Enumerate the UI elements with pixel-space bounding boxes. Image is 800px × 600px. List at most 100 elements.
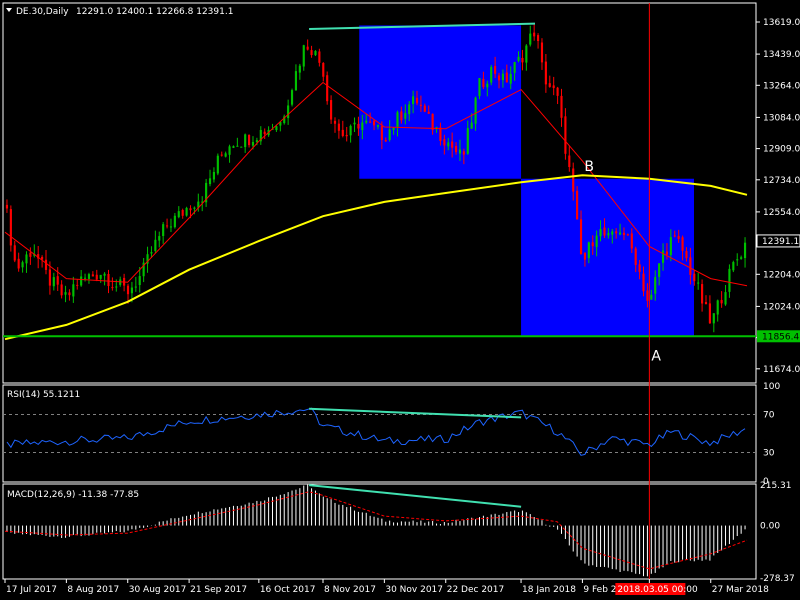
price-tick-label: 13439.0 [763, 50, 800, 60]
candle-body [115, 286, 118, 288]
candle-body [376, 124, 380, 127]
candle-body [326, 75, 329, 102]
price-tick-label: 12909.0 [763, 145, 800, 155]
candle-body [29, 252, 32, 257]
axis-labels: 13619.0 13439.0 13264.0 13084.0 12909.0 12734… [4, 18, 800, 595]
menu-triangle-icon[interactable] [6, 8, 12, 12]
candle-body [212, 171, 216, 180]
candle-body [240, 146, 243, 148]
candle-body [611, 231, 614, 235]
candle-body [205, 182, 208, 203]
candle-body [701, 284, 704, 304]
candle-body [37, 254, 40, 259]
candle-body [626, 234, 629, 236]
candle-body [404, 113, 407, 119]
candle-body [521, 57, 524, 63]
candle-body [732, 262, 735, 271]
candle-body [177, 211, 180, 218]
macd-panel-frame [2, 483, 757, 580]
candle-body [197, 201, 200, 208]
highlight-box-2 [521, 178, 694, 337]
candle-body [697, 282, 700, 284]
candle-body [189, 208, 192, 211]
candle-body [517, 56, 520, 61]
candle-body [314, 50, 317, 56]
candle-body [743, 242, 747, 259]
candle-body [619, 232, 622, 235]
candle-body [529, 33, 532, 45]
candle-body [712, 313, 715, 324]
candle-body [615, 231, 618, 234]
time-label: 27 Mar 2018 [712, 585, 769, 595]
candle-body [353, 122, 356, 125]
candle-body [439, 127, 442, 141]
rsi-title: RSI(14) 55.1211 [7, 390, 80, 400]
time-label: 8 Aug 2017 [67, 585, 119, 595]
candle-body [638, 264, 641, 272]
candle-body [607, 233, 610, 236]
indicator-lines [3, 3, 756, 579]
macd-title: MACD(12,26,9) -11.38 -77.85 [7, 490, 139, 500]
time-label: 9 Feb 2018 [583, 585, 634, 595]
candle-body [568, 155, 571, 167]
candle-body [576, 190, 579, 220]
candle-body [658, 263, 661, 277]
candle-body [595, 235, 598, 248]
macd-divergence-line [308, 484, 522, 508]
candle-body [9, 209, 12, 246]
candle-body [419, 104, 422, 106]
candle-body [232, 146, 235, 148]
candle-body [587, 242, 590, 259]
time-label: 30 Nov 2017 [385, 585, 443, 595]
candle-body [458, 149, 462, 154]
candle-body [560, 95, 563, 118]
rsi-tick-label: 0 [763, 477, 769, 487]
support-price-box [757, 330, 800, 343]
candle-body [474, 97, 477, 124]
candle-body [13, 245, 16, 261]
candle-body [661, 250, 665, 263]
macd-panel [4, 484, 748, 577]
candle-body [56, 276, 59, 285]
candle-body [447, 142, 450, 147]
candle-body [283, 116, 286, 124]
rsi-tick-label: 70 [763, 411, 775, 421]
candle-body [599, 229, 602, 237]
candle-body [540, 42, 544, 63]
candle-body [318, 51, 321, 63]
candle-body [255, 140, 258, 142]
candle-body [548, 83, 551, 87]
candle-body [236, 145, 239, 147]
rsi-line [6, 407, 746, 456]
price-tick-label: 13084.0 [763, 113, 800, 123]
candle-body [83, 277, 87, 279]
candle-body [126, 285, 130, 295]
price-tick-label: 12024.0 [763, 302, 800, 312]
candle-body [130, 287, 133, 294]
candle-body [310, 50, 313, 56]
ohlc-label: 12291.0 12400.1 12266.8 12391.1 [76, 7, 233, 17]
candle-body [478, 78, 481, 97]
macd-tick-label: -278.37 [760, 574, 795, 584]
candle-body [708, 303, 711, 324]
candle-body [622, 232, 626, 236]
candle-body [513, 62, 516, 73]
time-highlight-box [615, 583, 686, 595]
candle-body [87, 274, 91, 279]
candle-body [60, 284, 63, 296]
price-tick-label: 12734.0 [763, 176, 800, 186]
price-tick-label: 12554.0 [763, 208, 800, 218]
candle-body [228, 146, 231, 155]
candle-body [259, 129, 262, 142]
time-label: 21 Sep 2017 [190, 585, 247, 595]
candle-body [48, 269, 51, 286]
candle-body [497, 75, 501, 81]
marker-label-a: A [651, 348, 661, 364]
candle-body [451, 141, 454, 148]
candle-body [509, 73, 512, 84]
candle-body [392, 127, 395, 130]
candle-body [294, 71, 298, 91]
candle-body [91, 274, 94, 277]
candle-body [720, 299, 723, 304]
candle-body [427, 111, 430, 114]
